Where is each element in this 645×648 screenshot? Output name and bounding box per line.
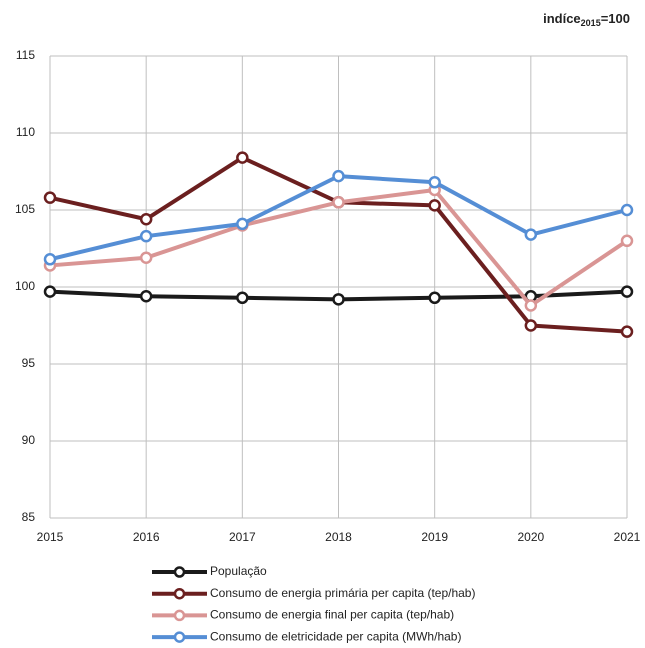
- x-tick-label: 2016: [133, 530, 160, 544]
- y-tick-label: 95: [22, 356, 36, 370]
- series-marker: [332, 293, 345, 306]
- series-marker: [139, 229, 153, 243]
- legend-marker: [173, 566, 186, 578]
- y-tick-label: 90: [22, 433, 36, 447]
- series-marker: [139, 212, 153, 226]
- series-marker: [524, 228, 538, 241]
- legend-marker: [173, 631, 186, 643]
- title-subscript: 2015: [581, 18, 601, 28]
- legend-label: Consumo de eletricidade per capita (MWh/…: [210, 629, 461, 643]
- series-marker: [524, 319, 538, 332]
- y-tick-label: 100: [15, 279, 35, 293]
- legend-marker: [173, 609, 186, 622]
- series-marker: [43, 285, 57, 298]
- series-marker: [620, 203, 634, 217]
- series-marker: [43, 191, 57, 204]
- series-marker: [428, 176, 441, 189]
- series-marker: [620, 325, 634, 338]
- y-tick-label: 105: [15, 202, 35, 216]
- series-marker: [524, 299, 538, 312]
- legend-label: Consumo de energia primária per capita (…: [210, 586, 475, 600]
- title-rest: =100: [601, 11, 630, 26]
- series-marker: [620, 234, 634, 248]
- y-tick-label: 110: [16, 125, 35, 139]
- series-marker: [43, 253, 57, 266]
- series-marker: [332, 196, 345, 209]
- series-marker: [620, 285, 634, 298]
- title-main: indíce: [543, 11, 581, 26]
- x-tick-label: 2017: [229, 530, 256, 544]
- series-marker: [428, 199, 441, 212]
- series-marker: [236, 291, 249, 305]
- y-tick-label: 115: [16, 48, 35, 62]
- x-tick-label: 2021: [614, 530, 641, 544]
- series-marker: [139, 251, 153, 264]
- y-tick-label: 85: [22, 510, 36, 524]
- x-tick-label: 2015: [37, 530, 64, 544]
- x-tick-label: 2019: [421, 530, 448, 544]
- series-marker: [139, 289, 153, 303]
- series-marker: [236, 151, 249, 164]
- x-tick-label: 2020: [517, 530, 544, 544]
- legend-marker: [173, 587, 186, 600]
- legend-label: Consumo de energia final per capita (tep…: [210, 608, 454, 622]
- chart-title: indíce2015=100: [543, 11, 630, 28]
- legend-label: População: [210, 564, 267, 578]
- series-marker: [428, 291, 441, 305]
- x-tick-label: 2018: [325, 530, 352, 544]
- series-marker: [236, 217, 249, 231]
- series-marker: [332, 169, 345, 183]
